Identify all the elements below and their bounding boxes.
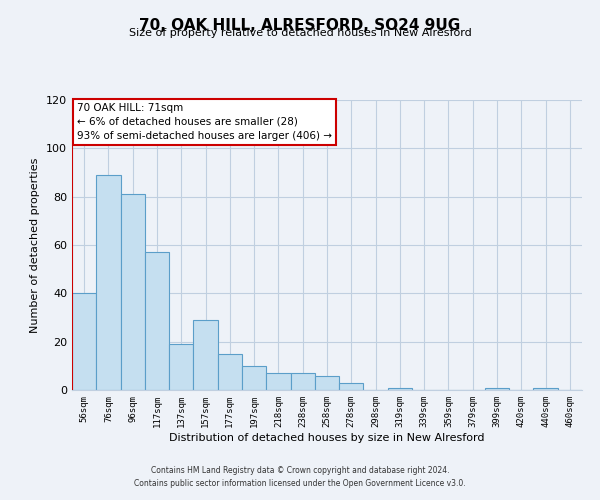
- Bar: [193, 320, 218, 390]
- Text: 70, OAK HILL, ALRESFORD, SO24 9UG: 70, OAK HILL, ALRESFORD, SO24 9UG: [139, 18, 461, 32]
- Bar: [121, 194, 145, 390]
- Y-axis label: Number of detached properties: Number of detached properties: [31, 158, 40, 332]
- Bar: [290, 373, 315, 390]
- Text: Contains HM Land Registry data © Crown copyright and database right 2024.
Contai: Contains HM Land Registry data © Crown c…: [134, 466, 466, 487]
- Bar: [533, 388, 558, 390]
- Text: Size of property relative to detached houses in New Alresford: Size of property relative to detached ho…: [128, 28, 472, 38]
- Bar: [96, 175, 121, 390]
- Bar: [266, 373, 290, 390]
- X-axis label: Distribution of detached houses by size in New Alresford: Distribution of detached houses by size …: [169, 432, 485, 442]
- Bar: [339, 383, 364, 390]
- Bar: [169, 344, 193, 390]
- Bar: [485, 388, 509, 390]
- Bar: [388, 388, 412, 390]
- Bar: [145, 252, 169, 390]
- Bar: [242, 366, 266, 390]
- Bar: [218, 354, 242, 390]
- Bar: [315, 376, 339, 390]
- Bar: [72, 294, 96, 390]
- Text: 70 OAK HILL: 71sqm
← 6% of detached houses are smaller (28)
93% of semi-detached: 70 OAK HILL: 71sqm ← 6% of detached hous…: [77, 103, 332, 141]
